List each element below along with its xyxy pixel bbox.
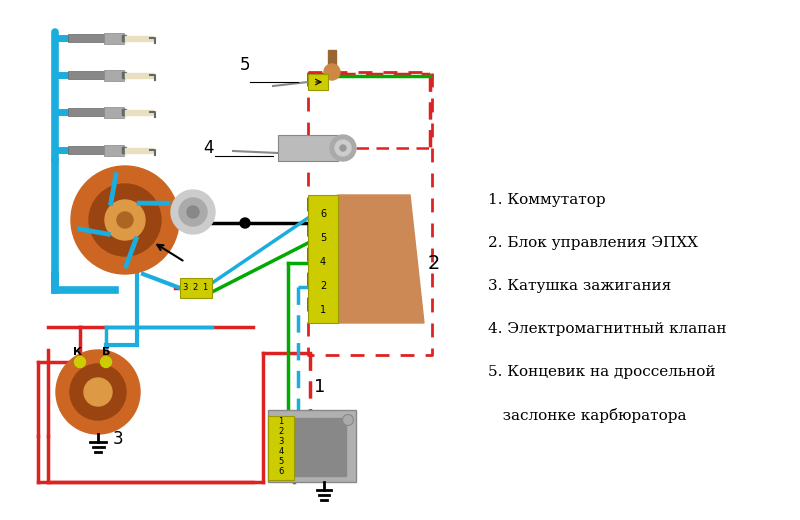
- Bar: [104, 107, 124, 118]
- Bar: [268, 416, 294, 480]
- Circle shape: [270, 469, 282, 479]
- Bar: [68, 34, 106, 42]
- Text: заслонке карбюратора: заслонке карбюратора: [488, 408, 686, 423]
- Bar: [268, 410, 356, 482]
- Text: 4: 4: [320, 257, 326, 267]
- Text: 3: 3: [182, 283, 188, 292]
- Circle shape: [330, 135, 356, 161]
- Bar: [125, 148, 153, 152]
- Circle shape: [171, 190, 215, 234]
- Bar: [68, 146, 106, 154]
- Polygon shape: [333, 195, 424, 323]
- Bar: [122, 72, 126, 78]
- Circle shape: [89, 184, 161, 256]
- Text: К: К: [74, 347, 82, 357]
- Text: 5: 5: [278, 458, 284, 466]
- Circle shape: [70, 364, 126, 420]
- Text: 1. Коммутатор: 1. Коммутатор: [488, 193, 606, 207]
- Bar: [125, 35, 153, 41]
- Text: 5: 5: [320, 233, 326, 243]
- Text: 6: 6: [320, 209, 326, 219]
- Text: 1: 1: [314, 378, 326, 396]
- Circle shape: [324, 64, 340, 80]
- Text: 2: 2: [192, 283, 198, 292]
- Text: 4. Электромагнитный клапан: 4. Электромагнитный клапан: [488, 322, 726, 336]
- Bar: [104, 33, 124, 44]
- Circle shape: [101, 357, 111, 368]
- Text: 3: 3: [113, 430, 124, 448]
- Bar: [125, 110, 153, 114]
- Text: 3: 3: [278, 437, 284, 447]
- Text: 2: 2: [278, 427, 284, 436]
- Circle shape: [240, 218, 250, 228]
- Circle shape: [179, 198, 207, 226]
- Circle shape: [84, 378, 112, 406]
- Circle shape: [105, 200, 145, 240]
- Bar: [68, 71, 106, 79]
- Circle shape: [71, 166, 179, 274]
- Bar: [125, 72, 153, 77]
- Circle shape: [187, 206, 199, 218]
- Text: 1: 1: [320, 305, 326, 315]
- Text: 2. Блок управления ЭПХХ: 2. Блок управления ЭПХХ: [488, 236, 698, 250]
- Bar: [122, 35, 126, 41]
- Text: 2: 2: [428, 254, 440, 273]
- Text: 4: 4: [278, 448, 284, 457]
- Bar: [278, 135, 338, 161]
- Bar: [308, 74, 328, 90]
- Circle shape: [117, 212, 133, 228]
- Text: 4: 4: [203, 139, 214, 157]
- Text: 5: 5: [240, 56, 250, 74]
- Text: 6: 6: [278, 467, 284, 476]
- Bar: [328, 50, 336, 74]
- Circle shape: [56, 350, 140, 434]
- Circle shape: [74, 357, 86, 368]
- Bar: [122, 109, 126, 115]
- Text: 5. Концевик на дроссельной: 5. Концевик на дроссельной: [488, 365, 715, 379]
- Bar: [122, 147, 126, 153]
- Bar: [308, 195, 338, 323]
- Bar: [104, 70, 124, 81]
- Text: 2: 2: [320, 281, 326, 291]
- Bar: [180, 278, 212, 298]
- Circle shape: [340, 145, 346, 151]
- Circle shape: [335, 140, 351, 156]
- Bar: [286, 418, 346, 476]
- Bar: [104, 145, 124, 155]
- Text: 1: 1: [202, 283, 208, 292]
- Text: 1: 1: [278, 418, 284, 426]
- Bar: [68, 108, 106, 116]
- Circle shape: [342, 414, 354, 425]
- Text: 3. Катушка зажигания: 3. Катушка зажигания: [488, 279, 671, 293]
- Text: Б: Б: [102, 347, 110, 357]
